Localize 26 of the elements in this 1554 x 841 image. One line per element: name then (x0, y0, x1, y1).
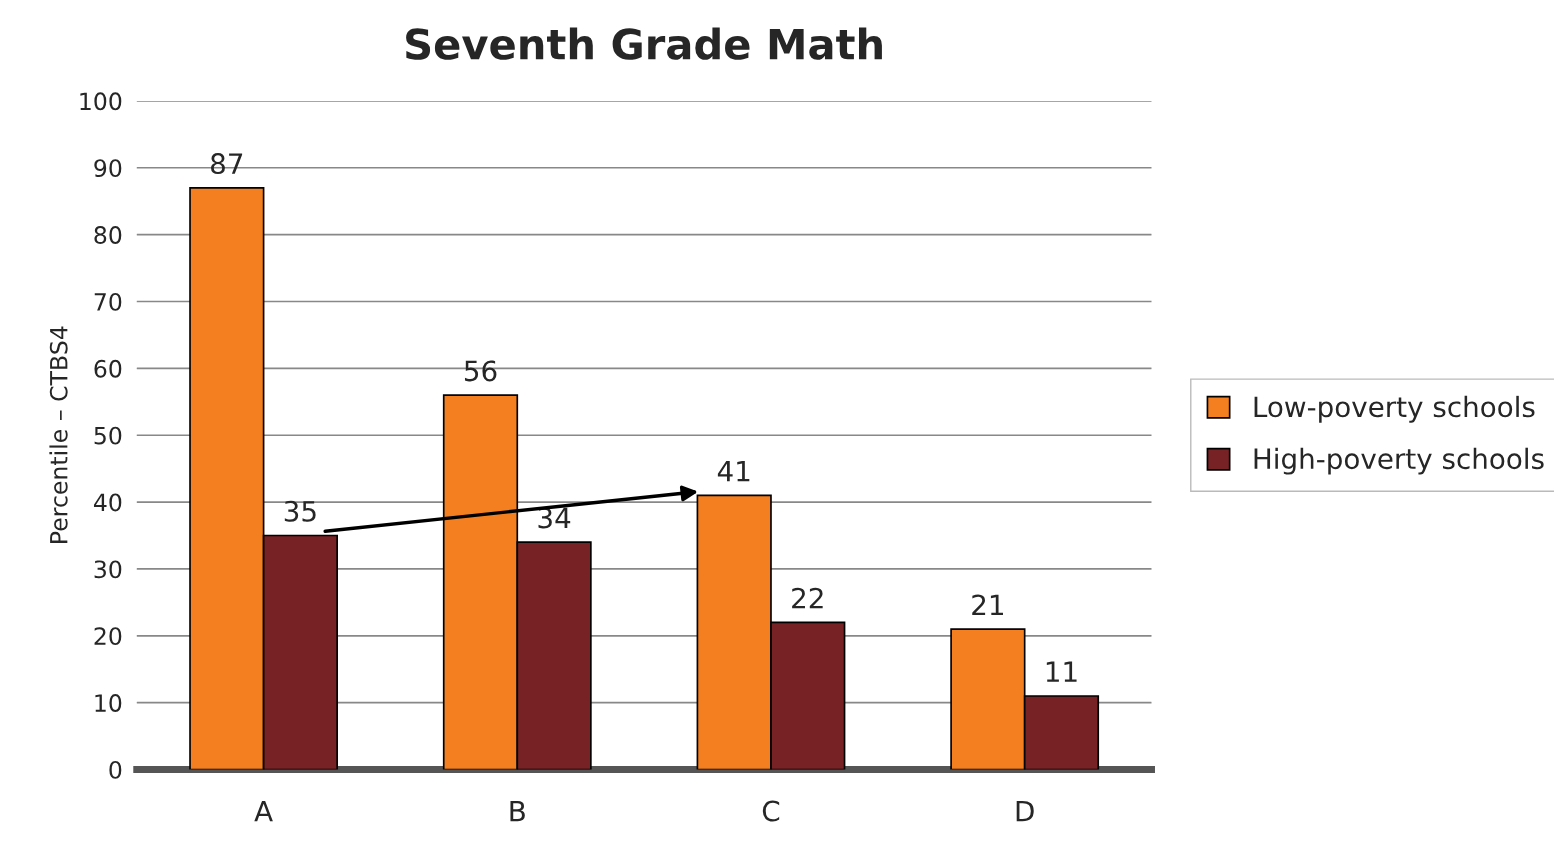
data-label: 87 (211, 153, 243, 175)
data-label: 22 (792, 587, 823, 609)
y-tick-label: 80 (94, 226, 122, 244)
legend-label: Low-poverty schools (1254, 395, 1535, 423)
y-tick-label: 90 (94, 159, 122, 178)
x-tick-label: B (510, 800, 525, 822)
y-tick-label: 20 (94, 627, 122, 646)
x-tick-label: A (254, 800, 273, 822)
y-tick-label: 40 (93, 493, 122, 512)
data-label: 41 (717, 461, 750, 482)
chart-title: Seventh Grade Math (406, 27, 882, 60)
y-tick-label: 60 (94, 359, 122, 378)
legend-label: High-poverty schools (1254, 447, 1544, 475)
y-tick-label: 100 (80, 92, 122, 111)
y-tick-label: 0 (109, 760, 122, 779)
y-tick-label: 10 (95, 694, 122, 712)
y-axis-title: Percentile – CTBS4 (49, 326, 68, 543)
data-label: 56 (464, 360, 497, 382)
data-label: 35 (284, 500, 316, 522)
y-tick-label: 70 (94, 292, 122, 311)
y-tick-label: 30 (94, 560, 122, 579)
x-tick-label: C (762, 800, 780, 822)
data-label: 21 (972, 594, 1003, 615)
y-tick-label: 50 (94, 426, 122, 445)
data-label: 11 (1046, 661, 1077, 682)
x-tick-label: D (1016, 800, 1034, 822)
